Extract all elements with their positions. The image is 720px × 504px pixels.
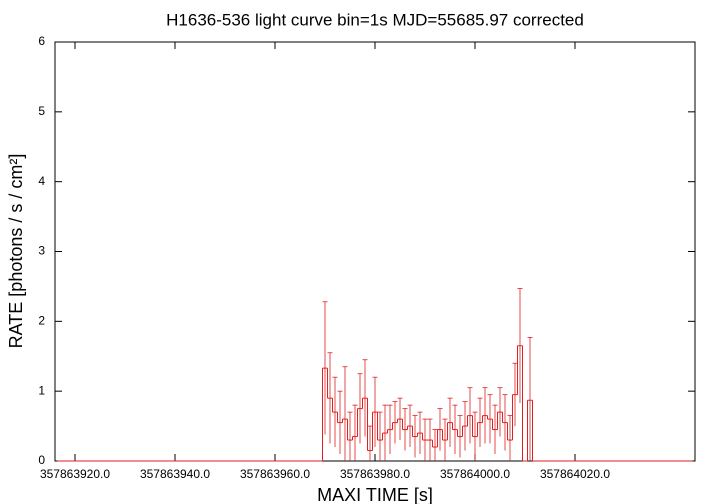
x-axis-label: MAXI TIME [s]: [317, 485, 433, 504]
chart-title: H1636-536 light curve bin=1s MJD=55685.9…: [166, 10, 584, 29]
x-tick-label: 357863980.0: [340, 467, 410, 481]
y-axis-label: RATE [photons / s / cm²]: [6, 154, 26, 349]
y-tick-label: 0: [38, 453, 45, 467]
x-tick-label: 357863960.0: [240, 467, 310, 481]
y-tick-label: 1: [38, 383, 45, 397]
x-tick-label: 357864000.0: [440, 467, 510, 481]
x-tick-label: 357864020.0: [540, 467, 610, 481]
x-tick-label: 357863920.0: [40, 467, 110, 481]
y-tick-label: 3: [38, 244, 45, 258]
y-tick-label: 4: [38, 174, 45, 188]
y-tick-label: 6: [38, 34, 45, 48]
y-tick-label: 5: [38, 104, 45, 118]
y-tick-label: 2: [38, 314, 45, 328]
x-tick-label: 357863940.0: [140, 467, 210, 481]
